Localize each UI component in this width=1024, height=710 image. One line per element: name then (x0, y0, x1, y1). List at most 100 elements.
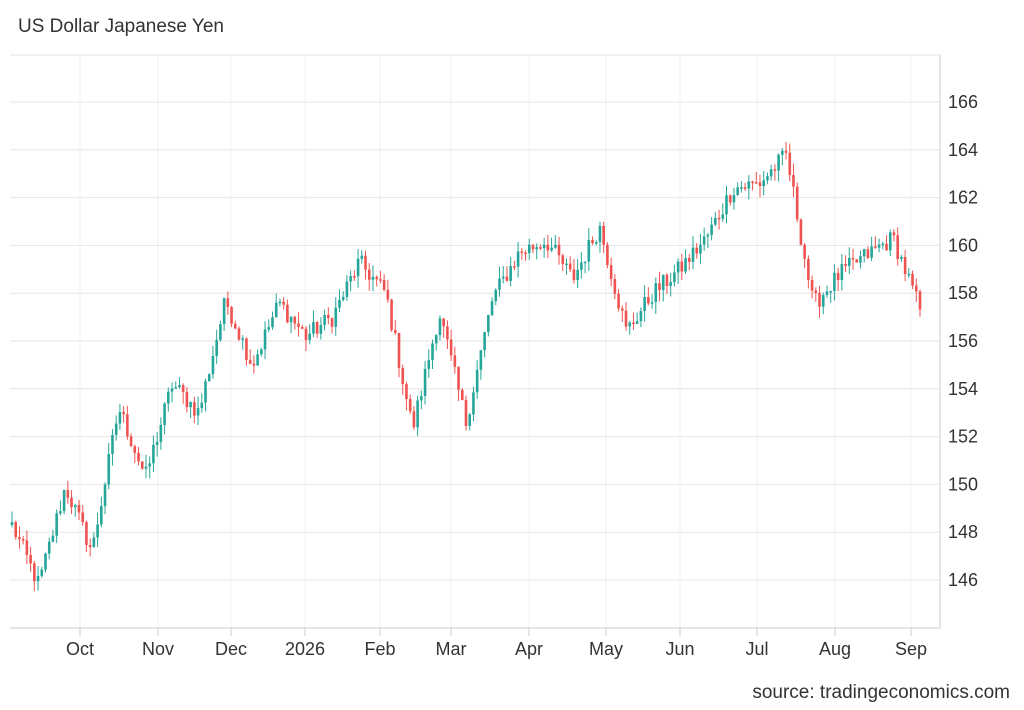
y-tick-label: 150 (948, 474, 978, 494)
candle-body (639, 310, 643, 322)
candle-body (434, 335, 438, 344)
candle-body (807, 258, 810, 280)
candle-body (397, 332, 401, 369)
candle-body (360, 255, 364, 259)
candle-body (669, 282, 672, 286)
candle-body (252, 363, 256, 366)
candle-body (695, 247, 699, 254)
candle-body (73, 505, 77, 508)
candle-body (803, 244, 806, 259)
candle-body (877, 244, 881, 248)
candle-body (881, 243, 885, 246)
candle-body (460, 389, 464, 401)
candle-body (178, 385, 181, 388)
candle-body (386, 289, 390, 300)
candle-body (222, 298, 226, 325)
candle-body (356, 258, 360, 277)
candle-body (784, 150, 788, 153)
x-tick-label: Mar (436, 639, 467, 659)
candle-body (21, 539, 25, 541)
candle-body (821, 295, 825, 307)
y-tick-label: 148 (948, 522, 978, 542)
candle-body (92, 537, 96, 548)
candle-body (472, 392, 475, 415)
candle-body (598, 225, 602, 243)
candle-body (412, 411, 416, 428)
candle-body (274, 302, 278, 318)
candle-body (114, 423, 118, 435)
candle-body (855, 259, 859, 263)
candle-body (111, 434, 114, 454)
candle-body (561, 255, 565, 265)
candle-body (62, 490, 66, 512)
candle-body (903, 256, 907, 275)
candle-body (70, 497, 73, 508)
candle-body (691, 247, 695, 262)
candle-body (420, 396, 423, 401)
candle-body (457, 366, 460, 390)
candle-body (498, 278, 501, 290)
candle-body (33, 563, 36, 582)
candle-body (833, 272, 836, 292)
candle-body (96, 524, 99, 538)
candle-body (535, 247, 539, 250)
candle-body (896, 235, 899, 260)
candle-body (769, 169, 773, 177)
candle-body (144, 466, 148, 469)
candle-body (118, 412, 122, 424)
candle-body (289, 316, 293, 323)
candle-body (267, 327, 271, 330)
candle-body (278, 301, 282, 304)
candle-body (215, 340, 218, 357)
candle-body (676, 261, 680, 273)
candle-body (840, 263, 844, 281)
candle-body (59, 511, 62, 514)
candle-body (475, 369, 479, 393)
candle-body (721, 214, 725, 219)
candle-body (468, 414, 472, 426)
candle-body (628, 322, 632, 327)
x-tick-label: 2026 (285, 639, 325, 659)
candle-body (315, 322, 319, 334)
candle-body (751, 181, 754, 183)
candle-body (609, 265, 613, 280)
candle-body (650, 302, 654, 304)
candle-body (542, 244, 546, 249)
candle-body (576, 269, 579, 281)
candle-body (792, 174, 795, 187)
y-tick-label: 160 (948, 235, 978, 255)
candle-body (620, 308, 624, 311)
candle-body (181, 385, 185, 392)
candle-body (353, 276, 356, 278)
candle-body (539, 247, 542, 249)
candle-body (431, 343, 434, 361)
candle-body (122, 412, 125, 415)
source-credit[interactable]: source: tradingeconomics.com (752, 682, 1010, 703)
candle-body (237, 328, 241, 340)
candle-body (725, 195, 728, 215)
candle-body (825, 291, 829, 296)
candle-body (152, 444, 155, 464)
candle-body (185, 391, 189, 408)
candle-body (788, 152, 792, 175)
candle-body (293, 316, 297, 324)
x-tick-label: Feb (364, 639, 395, 659)
candle-body (829, 291, 832, 293)
candle-body (758, 182, 762, 186)
candle-body (505, 276, 509, 281)
candle-body (892, 232, 896, 236)
candle-body (714, 217, 717, 225)
candle-body (602, 225, 605, 245)
x-tick-label: Aug (819, 639, 851, 659)
candle-body (527, 244, 531, 254)
candle-body (81, 512, 85, 522)
candle-body (717, 217, 721, 220)
candle-body (211, 356, 215, 375)
candle-body (773, 169, 777, 171)
x-tick-label: Oct (66, 639, 94, 659)
candle-body (375, 276, 378, 280)
candle-body (844, 263, 847, 266)
candle-body (36, 575, 40, 582)
candle-body (66, 490, 70, 498)
candle-body (487, 315, 490, 333)
